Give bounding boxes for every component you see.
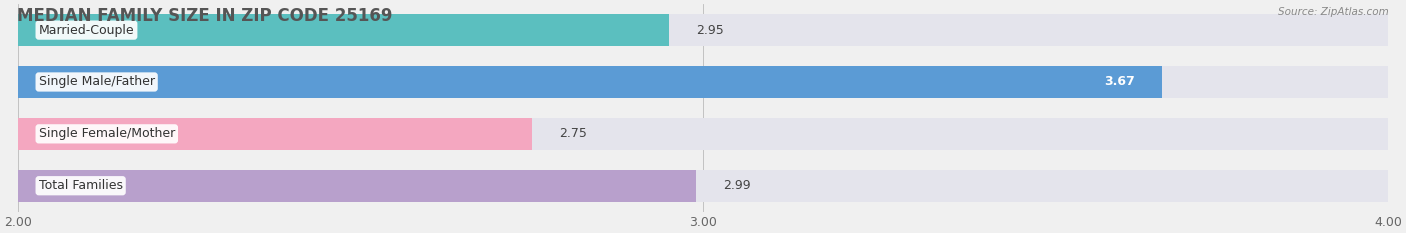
Text: Total Families: Total Families — [38, 179, 122, 192]
Text: Married-Couple: Married-Couple — [38, 24, 135, 37]
Text: MEDIAN FAMILY SIZE IN ZIP CODE 25169: MEDIAN FAMILY SIZE IN ZIP CODE 25169 — [17, 7, 392, 25]
Text: 2.75: 2.75 — [560, 127, 588, 140]
Text: 2.95: 2.95 — [696, 24, 724, 37]
Bar — [18, 66, 1388, 98]
Bar — [18, 14, 1388, 46]
Text: 3.67: 3.67 — [1104, 75, 1135, 89]
Text: Source: ZipAtlas.com: Source: ZipAtlas.com — [1278, 7, 1389, 17]
Bar — [18, 170, 696, 202]
Text: Single Male/Father: Single Male/Father — [38, 75, 155, 89]
Bar — [18, 170, 1388, 202]
Bar — [18, 118, 1388, 150]
Text: Single Female/Mother: Single Female/Mother — [38, 127, 174, 140]
Text: 2.99: 2.99 — [724, 179, 751, 192]
Bar — [18, 14, 669, 46]
Bar — [18, 118, 531, 150]
Bar — [18, 66, 1161, 98]
